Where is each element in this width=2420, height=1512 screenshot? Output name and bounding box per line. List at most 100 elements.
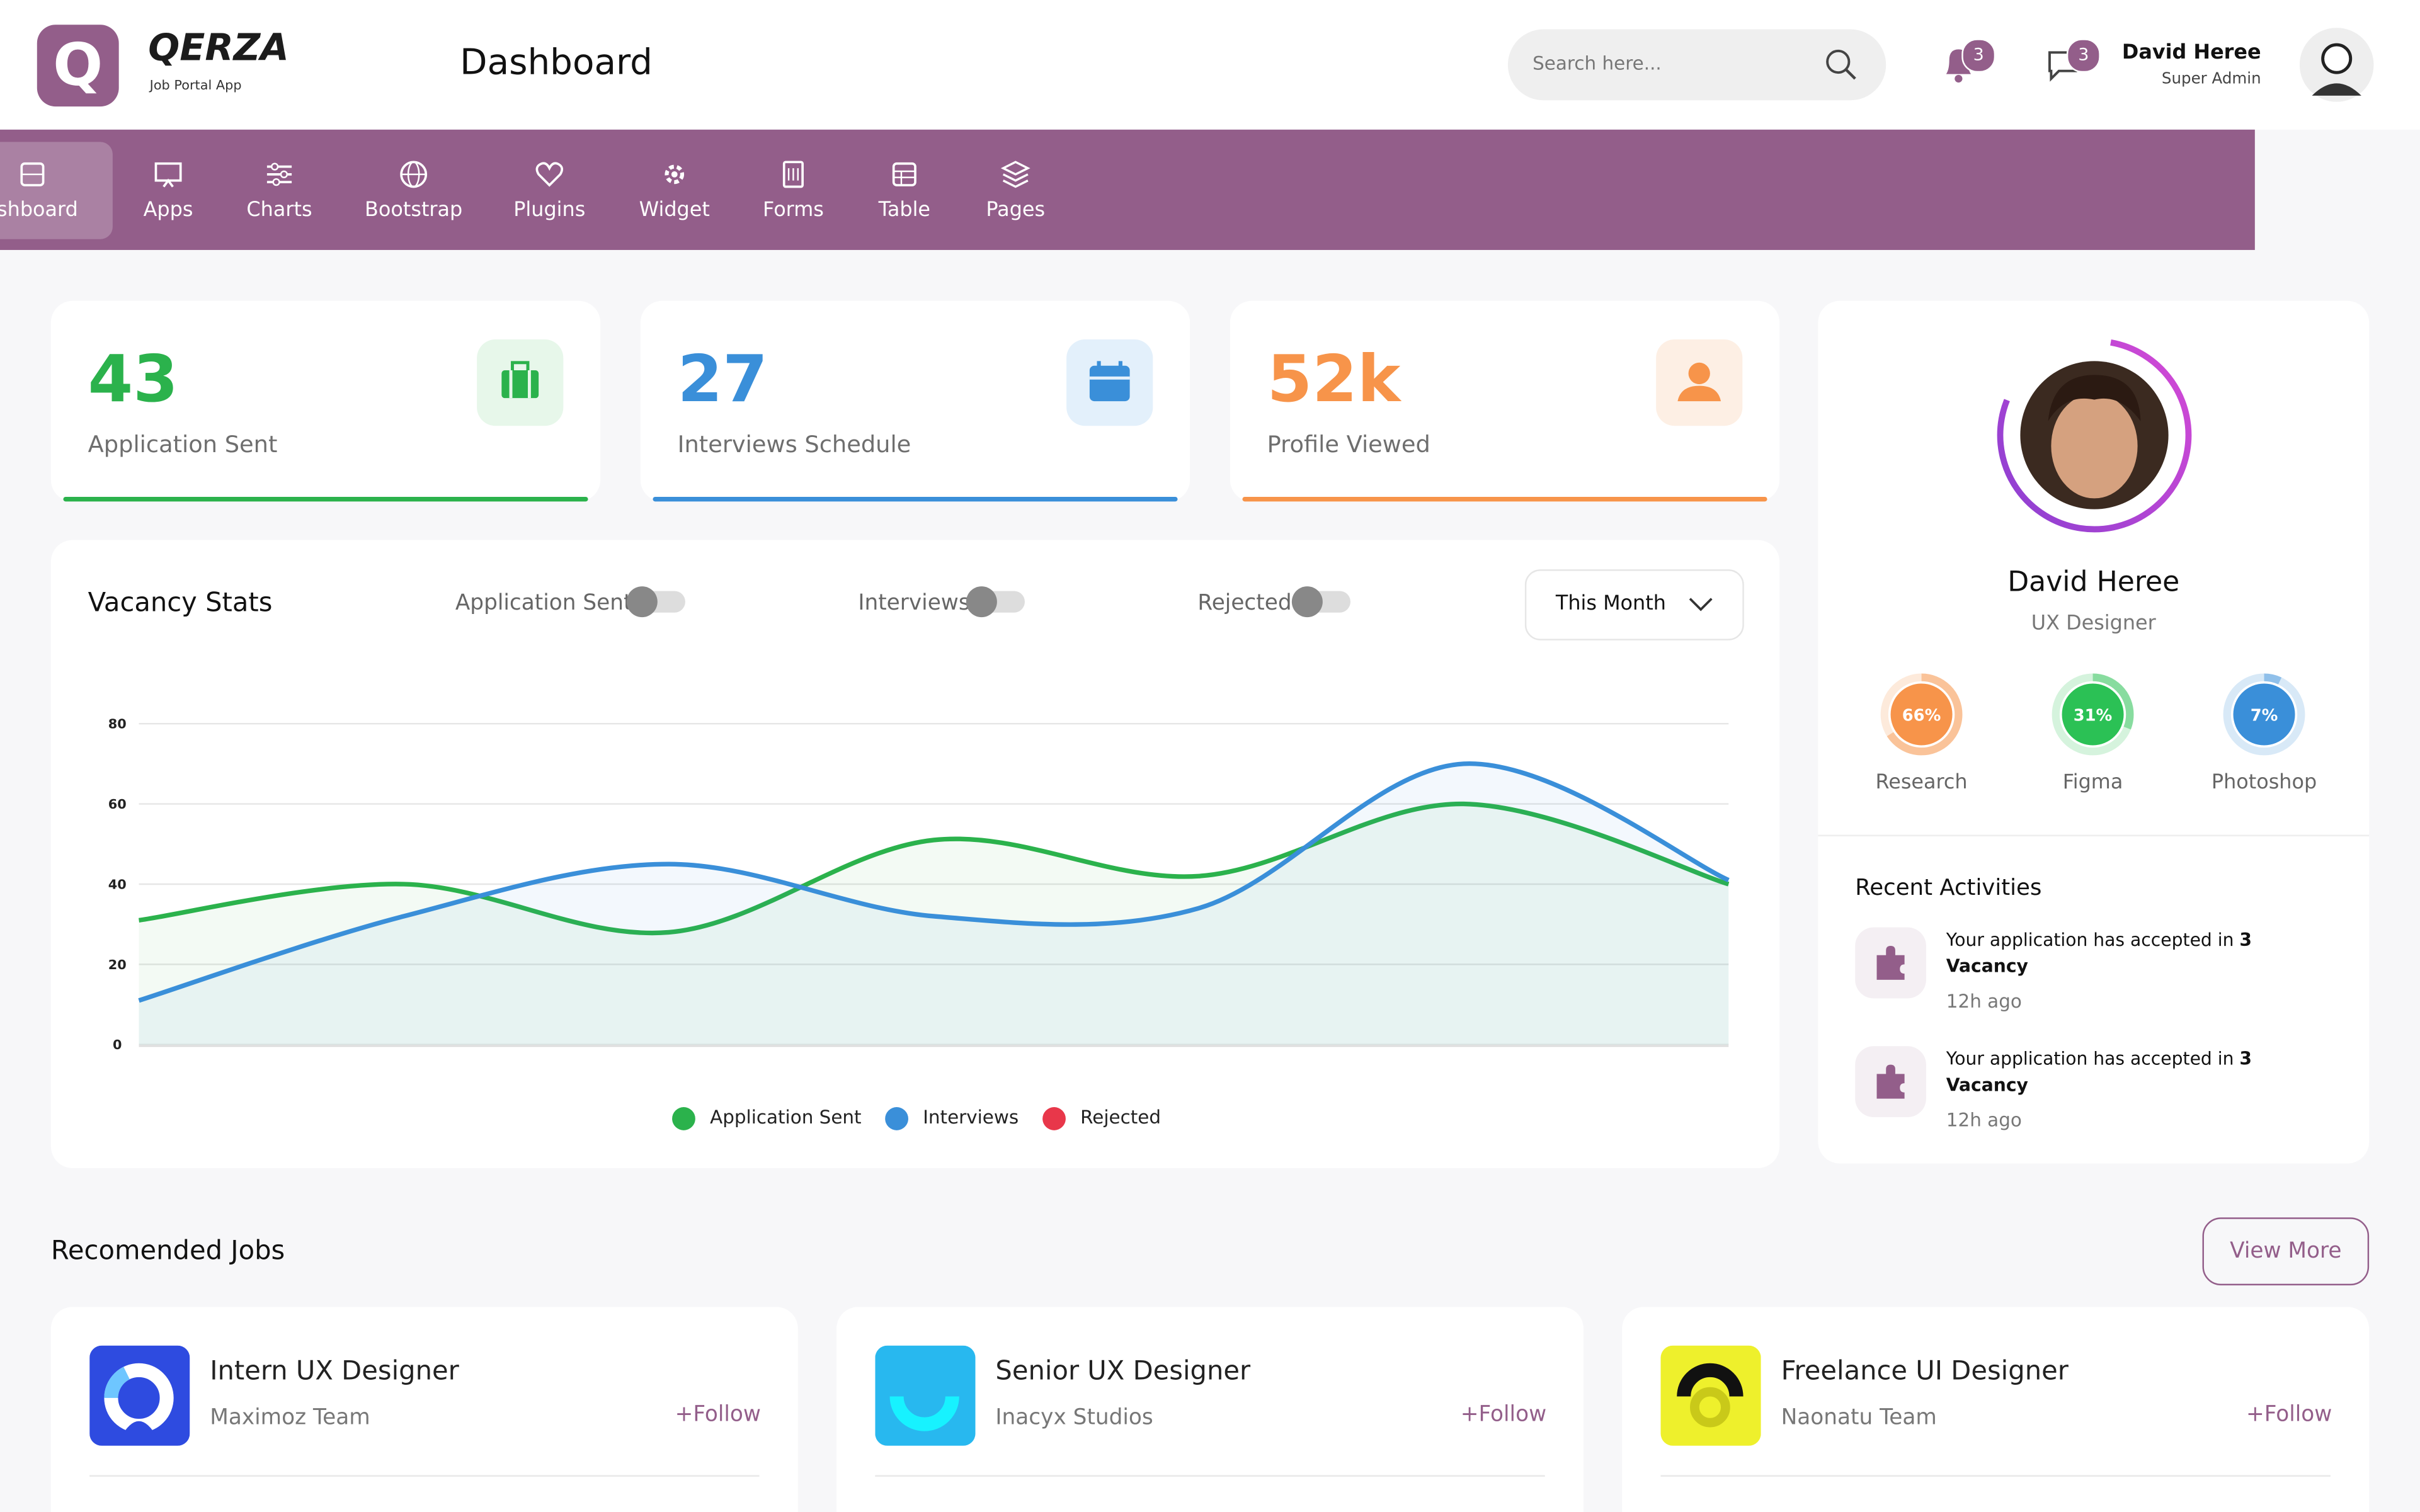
search-placeholder: Search here... bbox=[1532, 52, 1662, 74]
nav-item[interactable]: Widget bbox=[617, 142, 731, 239]
nav-label: Widget bbox=[639, 199, 710, 222]
nav-item[interactable]: Plugins bbox=[493, 142, 607, 239]
toggle[interactable] bbox=[966, 586, 1025, 618]
activity-time: 12h ago bbox=[1946, 1109, 2022, 1132]
nav-item[interactable]: Apps bbox=[111, 142, 225, 239]
skill-track bbox=[2223, 673, 2305, 756]
nav-item[interactable]: Forms bbox=[736, 142, 850, 239]
job-card: Senior UX Designer Inacyx Studios +Follow bbox=[836, 1307, 1584, 1512]
series-line bbox=[138, 761, 1730, 1003]
skill-arc bbox=[1880, 673, 1963, 756]
skill-dot bbox=[2233, 683, 2295, 746]
legend-swatch bbox=[885, 1107, 908, 1130]
nav-label: Bootstrap bbox=[365, 199, 463, 222]
page-title: Dashboard bbox=[460, 43, 653, 84]
y-tick-label: 20 bbox=[108, 957, 127, 972]
job-title: Intern UX Designer bbox=[210, 1356, 459, 1387]
icon bbox=[1876, 946, 1905, 980]
tagline: Job Portal App bbox=[149, 78, 242, 94]
search-box[interactable]: Search here... bbox=[1507, 29, 1886, 101]
series-line bbox=[139, 801, 1730, 936]
activity-message: Your application has accepted in bbox=[1946, 929, 2234, 951]
stat-icon bbox=[1656, 339, 1743, 426]
job-card: Freelance UI Designer Naonatu Team +Follow bbox=[1622, 1307, 2370, 1512]
toggle[interactable] bbox=[626, 586, 685, 618]
activity-time: 12h ago bbox=[1946, 991, 2022, 1013]
follow-button[interactable]: +Follow bbox=[675, 1402, 761, 1428]
job-company: Naonatu Team bbox=[1781, 1406, 1937, 1431]
icon bbox=[501, 361, 539, 399]
nav-item[interactable]: Pages bbox=[959, 142, 1073, 239]
follow-button[interactable]: +Follow bbox=[2246, 1402, 2332, 1428]
skill-value: 66% bbox=[1902, 706, 1941, 725]
nav-label: Charts bbox=[246, 199, 312, 222]
nav-item[interactable]: Dashboard bbox=[0, 142, 113, 239]
activity-icon bbox=[1855, 927, 1926, 999]
nav-icon bbox=[154, 162, 182, 188]
stat-card: 43 Application Sent bbox=[50, 300, 601, 502]
legend-label: Application Sent bbox=[710, 1106, 861, 1128]
skill-track bbox=[2052, 673, 2134, 756]
nav-item[interactable]: Table bbox=[847, 142, 961, 239]
period-dropdown[interactable]: This Month bbox=[1524, 569, 1744, 640]
stat-value: 43 bbox=[88, 341, 178, 417]
nav-item[interactable]: Bootstrap bbox=[357, 142, 471, 239]
view-more-button[interactable]: View More bbox=[2202, 1217, 2370, 1286]
icon bbox=[1876, 1064, 1905, 1099]
skill-arc bbox=[2052, 673, 2134, 756]
nav-icon bbox=[400, 161, 428, 188]
job-company: Inacyx Studios bbox=[995, 1406, 1153, 1431]
legend-label: Rejected bbox=[1080, 1106, 1161, 1128]
logo-image bbox=[1660, 1345, 1761, 1446]
stat-bar bbox=[1242, 496, 1767, 502]
message-badge: 3 bbox=[2066, 38, 2101, 73]
logo[interactable]: Q bbox=[37, 25, 119, 107]
activity-icon bbox=[1855, 1046, 1926, 1117]
follow-button[interactable]: +Follow bbox=[1460, 1402, 1547, 1428]
skill-dot bbox=[1890, 683, 1953, 746]
icon bbox=[1677, 362, 1721, 402]
job-card: Intern UX Designer Maximoz Team +Follow bbox=[50, 1307, 798, 1512]
nav-label: Forms bbox=[763, 199, 824, 222]
activity-highlight: 3 Vacancy bbox=[1946, 1047, 2252, 1096]
toggle-label: Rejected bbox=[1197, 591, 1292, 616]
divider bbox=[1818, 834, 2370, 837]
job-logo bbox=[875, 1345, 976, 1446]
stat-value: 27 bbox=[677, 341, 768, 417]
nav-icon bbox=[535, 162, 564, 187]
period-label: This Month bbox=[1555, 592, 1666, 616]
activity-message: Your application has accepted in bbox=[1946, 1047, 2234, 1070]
toggle-label: Application Sent bbox=[455, 591, 632, 616]
profile-name: David Heree bbox=[2007, 566, 2180, 599]
nav-label: Plugins bbox=[513, 199, 586, 222]
activity-text: Your application has accepted in 3 Vacan… bbox=[1946, 1046, 2302, 1098]
stat-card: 52k Profile Viewed bbox=[1230, 300, 1780, 502]
user-avatar[interactable] bbox=[2299, 28, 2374, 102]
nav-label: Pages bbox=[986, 199, 1046, 222]
jobs-title: Recomended Jobs bbox=[50, 1236, 285, 1267]
nav-icon bbox=[1000, 161, 1030, 188]
stat-label: Profile Viewed bbox=[1267, 430, 1430, 458]
user-name: David Heree bbox=[2121, 42, 2261, 65]
skill-value: 7% bbox=[2251, 706, 2278, 725]
nav-icon bbox=[782, 161, 804, 188]
skill-track bbox=[1880, 673, 1963, 756]
logo-image bbox=[875, 1345, 976, 1446]
skill-name: Photoshop bbox=[2212, 770, 2317, 793]
nav-icon bbox=[266, 162, 292, 186]
nav-label: Apps bbox=[143, 199, 193, 222]
stat-value: 52k bbox=[1267, 341, 1401, 417]
job-divider bbox=[1660, 1475, 2331, 1477]
toggle[interactable] bbox=[1291, 586, 1350, 618]
legend-swatch bbox=[672, 1107, 695, 1130]
nav-item[interactable]: Charts bbox=[222, 142, 336, 239]
logo-image bbox=[89, 1345, 190, 1446]
search-icon bbox=[1826, 49, 1856, 80]
job-company: Maximoz Team bbox=[210, 1406, 370, 1431]
vacancy-chart: 0 20 40 60 80 Application Sent Interviews Rejec… bbox=[108, 717, 1730, 1130]
job-divider bbox=[875, 1475, 1545, 1477]
skill-name: Research bbox=[1876, 770, 1968, 793]
y-tick-label: 80 bbox=[108, 717, 127, 732]
